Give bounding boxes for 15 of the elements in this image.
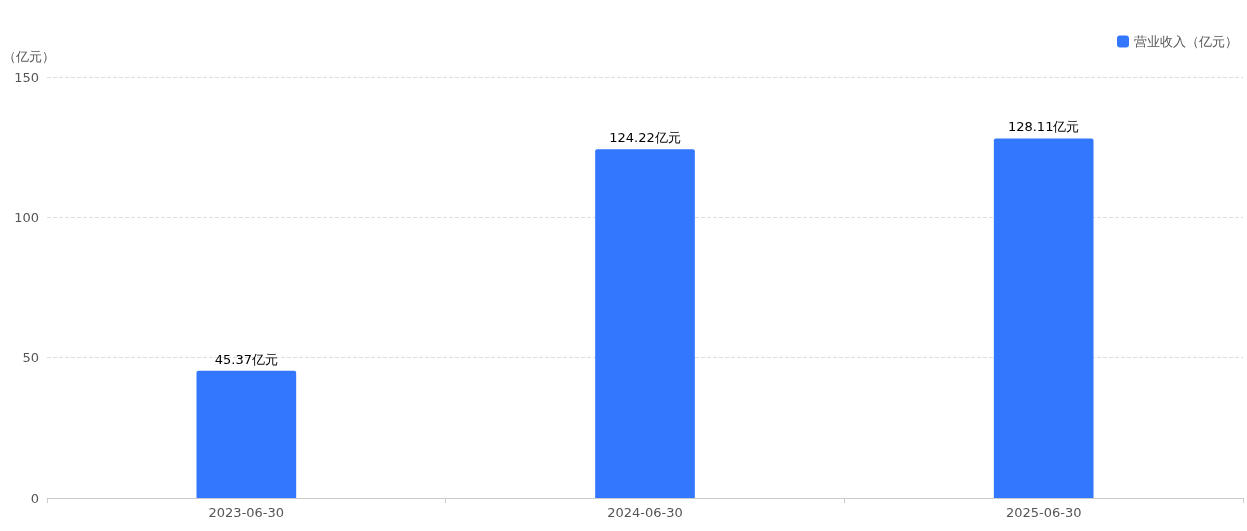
x-tick-label: 2023-06-30 (208, 505, 285, 520)
y-tick-label: 150 (14, 69, 39, 85)
data-label: 45.37亿元 (214, 351, 278, 367)
x-tick-label: 2024-06-30 (607, 505, 683, 520)
x-tick-label: 2025-06-30 (1005, 505, 1082, 520)
y-tick-label: 50 (22, 350, 39, 366)
bar (196, 370, 297, 498)
data-label: 124.22亿元 (609, 130, 681, 146)
bar (595, 149, 695, 498)
bar (993, 138, 1094, 498)
y-tick-label: 100 (14, 209, 39, 225)
data-label: 128.11亿元 (1007, 119, 1080, 135)
y-tick-label: 0 (30, 490, 39, 506)
y-axis-title: （亿元） (3, 49, 55, 64)
legend-label: 营业收入（亿元） (1134, 34, 1238, 49)
